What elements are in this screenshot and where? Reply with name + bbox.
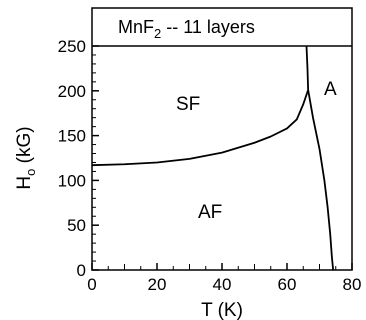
region-label-sf: SF	[176, 94, 200, 115]
phase-boundaries	[91, 45, 335, 271]
y-label-subscript: o	[23, 169, 38, 176]
y-tick-label: 0	[77, 261, 86, 280]
x-tick-label: 40	[213, 275, 232, 294]
y-label-main: H	[14, 176, 35, 190]
plot-frame	[91, 7, 353, 271]
y-tick-label: 200	[58, 82, 86, 101]
y-tick-label: 100	[58, 171, 86, 190]
axis-ticks: 0 20 40 60 80 0 50 100 150 200 250	[58, 37, 362, 294]
y-tick-label: 50	[67, 216, 86, 235]
x-axis-label: T (K)	[201, 300, 243, 320]
region-label-a: A	[324, 79, 337, 100]
y-tick-label: 150	[58, 127, 86, 146]
x-tick-label: 0	[87, 275, 96, 294]
y-tick-label: 250	[58, 37, 86, 56]
x-tick-label: 20	[148, 275, 167, 294]
af-para-boundary	[307, 89, 335, 271]
title-rest: -- 11 layers	[161, 17, 255, 37]
x-tick-label: 80	[343, 275, 362, 294]
sf-para-boundary	[305, 45, 310, 90]
title-main: MnF	[118, 17, 154, 37]
sf-af-boundary	[91, 89, 309, 167]
y-label-rest: (kG)	[14, 126, 35, 168]
x-tick-label: 60	[278, 275, 297, 294]
y-axis-label: Ho (kG)	[14, 126, 38, 189]
title-subscript: 2	[154, 26, 161, 41]
chart-title: MnF2 -- 11 layers	[118, 17, 255, 41]
region-label-af: AF	[198, 202, 222, 223]
